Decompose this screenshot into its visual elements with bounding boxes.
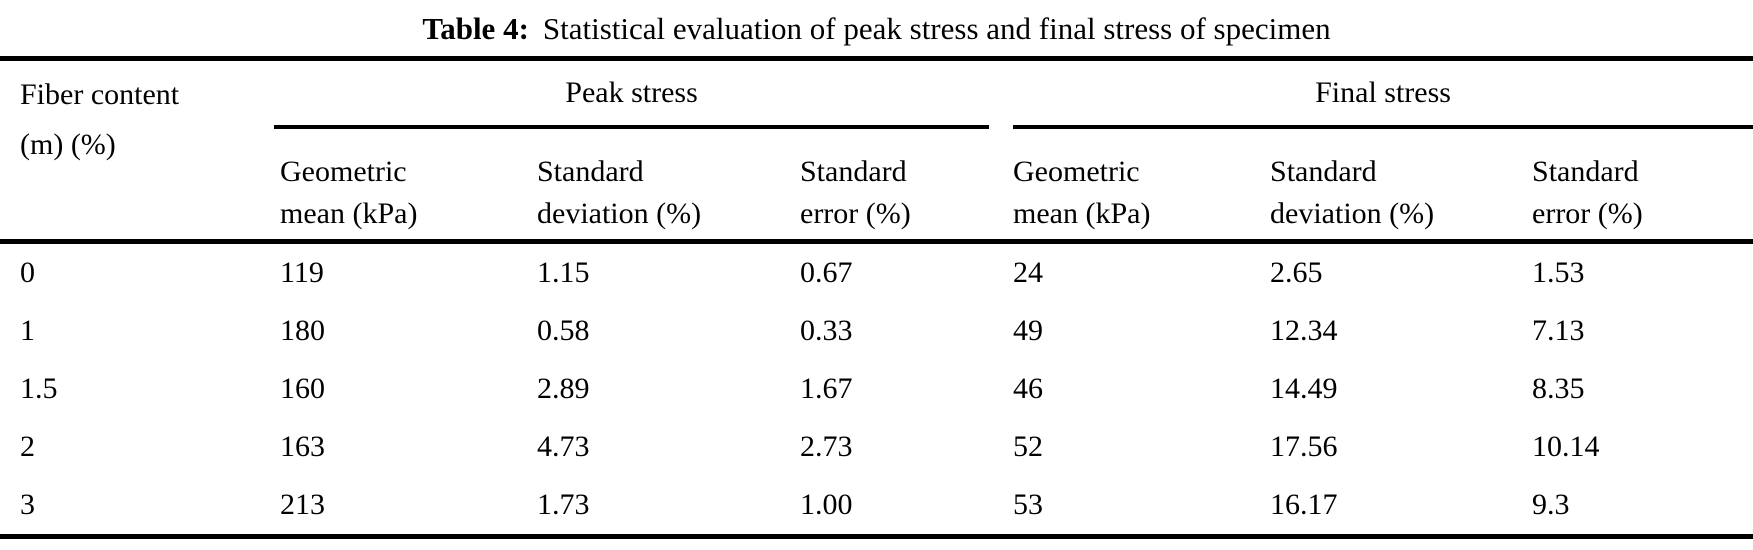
row-header-fiber-content: 3 <box>20 488 35 521</box>
data-cell: 1.67 <box>800 372 853 405</box>
table-row: 0 119 1.15 0.67 24 2.65 1.53 <box>0 242 1753 303</box>
data-cell: 180 <box>280 314 325 347</box>
data-cell: 46 <box>1013 372 1044 405</box>
data-cell: 10.14 <box>1532 430 1600 463</box>
data-cell: 2.73 <box>800 430 853 463</box>
row-header-fiber-content: 1 <box>20 314 35 347</box>
data-cell: 213 <box>280 488 325 521</box>
data-cell: 52 <box>1013 430 1044 463</box>
table-row: 3 213 1.73 1.00 53 16.17 9.3 <box>0 476 1753 537</box>
header-sub-row: Geometric mean (kPa) Standard deviation … <box>0 129 1753 244</box>
data-cell: 1.73 <box>537 488 590 521</box>
data-cell: 4.73 <box>537 430 590 463</box>
group-header-final-stress-underline: Final stress <box>1013 61 1753 129</box>
data-cell: 49 <box>1013 314 1044 347</box>
data-cell: 24 <box>1013 256 1044 289</box>
data-cell: 0.33 <box>800 314 853 347</box>
table-caption-number: Table 4: <box>422 11 529 46</box>
table-caption-text: Statistical evaluation of peak stress an… <box>542 11 1331 46</box>
col-header-standard-deviation-peak: Standard deviation (%) <box>517 129 780 244</box>
data-cell: 160 <box>280 372 325 405</box>
data-cell: 9.3 <box>1532 488 1570 521</box>
table-row: 1.5 160 2.89 1.67 46 14.49 8.35 <box>0 360 1753 418</box>
col-header-standard-deviation-final: Standard deviation (%) <box>1250 129 1513 244</box>
data-cell: 2.65 <box>1270 256 1323 289</box>
data-cell: 119 <box>280 256 324 289</box>
data-cell: 7.13 <box>1532 314 1585 347</box>
col-header-geometric-mean-final: Geometric mean (kPa) <box>993 129 1251 244</box>
data-cell: 14.49 <box>1270 372 1338 405</box>
table-row: 2 163 4.73 2.73 52 17.56 10.14 <box>0 418 1753 476</box>
row-header-fiber-content: 1.5 <box>20 372 58 405</box>
col-header-standard-error-final: Standard error (%) <box>1512 129 1753 244</box>
data-cell: 12.34 <box>1270 314 1338 347</box>
group-header-final-stress: Final stress <box>993 59 1753 129</box>
col-header-fiber-content: Fiber content (m) (%) <box>0 58 260 244</box>
data-cell: 53 <box>1013 488 1044 521</box>
row-header-fiber-content: 2 <box>20 430 35 463</box>
table-caption: Table 4: Statistical evaluation of peak s… <box>0 0 1753 50</box>
group-header-final-stress-label: Final stress <box>1315 76 1451 109</box>
data-cell: 0.67 <box>800 256 853 289</box>
row-header-fiber-content: 0 <box>20 256 35 289</box>
group-header-peak-stress-label: Peak stress <box>565 76 698 109</box>
header-group-row: Fiber content (m) (%) Peak stress Final … <box>0 58 1753 244</box>
group-header-peak-stress: Peak stress <box>260 59 993 129</box>
statistics-table: Fiber content (m) (%) Peak stress Final … <box>0 56 1753 539</box>
data-cell: 1.53 <box>1532 256 1585 289</box>
data-cell: 2.89 <box>537 372 590 405</box>
data-cell: 8.35 <box>1532 372 1585 405</box>
data-cell: 17.56 <box>1270 430 1338 463</box>
data-cell: 0.58 <box>537 314 590 347</box>
table-row: 1 180 0.58 0.33 49 12.34 7.13 <box>0 302 1753 360</box>
data-cell: 1.00 <box>800 488 853 521</box>
group-header-peak-stress-underline: Peak stress <box>274 61 990 129</box>
data-cell: 1.15 <box>537 256 590 289</box>
data-cell: 16.17 <box>1270 488 1338 521</box>
data-cell: 163 <box>280 430 325 463</box>
col-header-geometric-mean-peak: Geometric mean (kPa) <box>260 129 517 244</box>
col-header-standard-error-peak: Standard error (%) <box>780 129 994 244</box>
